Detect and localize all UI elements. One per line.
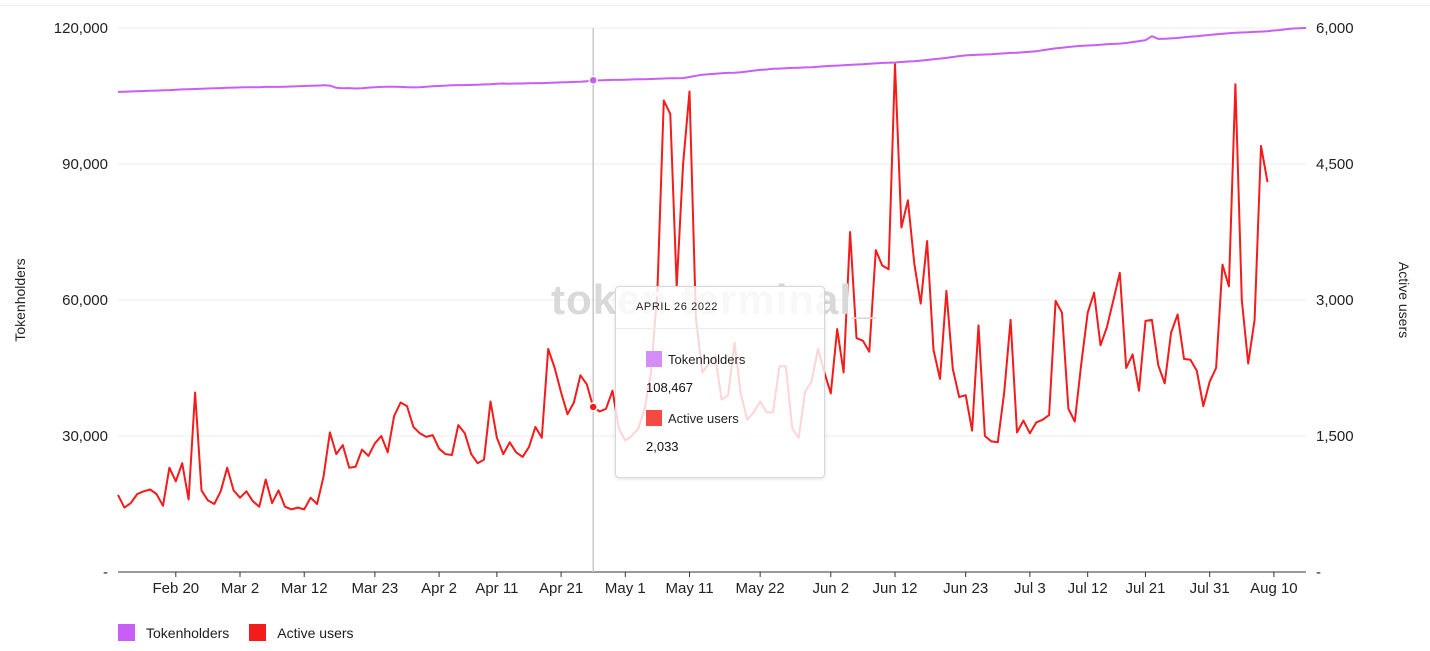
tooltip-tokenholders-label: Tokenholders	[668, 352, 746, 367]
x-tick-label: Jun 23	[943, 580, 988, 597]
legend-swatch-tokenholders	[118, 624, 135, 641]
x-tick-label: Jul 21	[1125, 580, 1165, 597]
top-rule	[0, 5, 1430, 6]
y-left-tick-label: -	[103, 564, 108, 581]
x-tick-label: May 22	[736, 580, 785, 597]
x-tick-label: Aug 10	[1250, 580, 1298, 597]
x-tick-label: Jul 3	[1014, 580, 1046, 597]
y-right-tick-label: 1,500	[1316, 428, 1354, 445]
y-axis-right-title: Active users	[1396, 262, 1412, 338]
y-right-tick-label: 4,500	[1316, 156, 1354, 173]
y-left-tick-label: 60,000	[62, 292, 108, 309]
x-axis: Feb 20 Mar 2 Mar 12 Mar 23 Apr 2 Apr 11 Apr 21…	[118, 571, 1306, 597]
x-tick-label: Jun 12	[872, 580, 917, 597]
x-tick-label: Apr 2	[421, 580, 457, 597]
tooltip-tokenholders-swatch	[646, 351, 662, 367]
x-tick-label: Apr 11	[475, 580, 518, 597]
series-line-tokenholders	[117, 27, 1307, 93]
series-line-active-users	[117, 63, 1269, 511]
hover-point-active-users	[588, 402, 598, 412]
tooltip-tokenholders-value: 108,467	[646, 380, 693, 395]
y-axis-left: - 30,000 60,000 90,000 120,000	[54, 20, 108, 581]
x-tick-label: May 1	[605, 580, 646, 597]
hover-point-tokenholders	[588, 75, 598, 86]
chart-legend: Tokenholders Active users	[118, 624, 374, 641]
x-tick-label: Jul 12	[1068, 580, 1108, 597]
tooltip-active-users-label: Active users	[668, 411, 739, 426]
chart-tooltip: APRIL 26 2022 Tokenholders 108,467 Activ…	[615, 286, 825, 478]
tooltip-divider	[616, 328, 824, 329]
x-tick-label: Jun 2	[812, 580, 849, 597]
y-left-tick-label: 90,000	[62, 156, 108, 173]
x-tick-label: Feb 20	[152, 580, 199, 597]
tooltip-active-users-swatch	[646, 410, 662, 426]
y-right-tick-label: 3,000	[1316, 292, 1354, 309]
x-tick-label: Mar 12	[281, 580, 328, 597]
legend-label-active-users: Active users	[277, 624, 354, 641]
y-left-tick-label: 30,000	[62, 428, 108, 445]
legend-label-tokenholders: Tokenholders	[146, 624, 230, 641]
tooltip-active-users-value: 2,033	[646, 439, 679, 454]
series-group	[117, 27, 1307, 511]
y-left-tick-label: 120,000	[54, 20, 108, 37]
legend-item-tokenholders[interactable]: Tokenholders	[118, 624, 229, 641]
y-axis-right: - 1,500 3,000 4,500 6,000	[1316, 20, 1354, 581]
legend-item-active-users[interactable]: Active users	[249, 624, 354, 641]
x-tick-label: Mar 23	[352, 580, 399, 597]
y-axis-left-title: Tokenholders	[12, 258, 28, 341]
x-tick-label: Apr 21	[539, 580, 583, 597]
tooltip-date: APRIL 26 2022	[636, 301, 719, 313]
x-tick-label: Mar 2	[221, 580, 259, 597]
hover-layer	[588, 28, 598, 572]
x-tick-label: May 11	[665, 580, 713, 597]
y-right-tick-label: -	[1316, 564, 1321, 581]
x-tick-label: Jul 31	[1190, 580, 1230, 597]
y-right-tick-label: 6,000	[1316, 20, 1354, 37]
legend-swatch-active-users	[249, 624, 267, 641]
